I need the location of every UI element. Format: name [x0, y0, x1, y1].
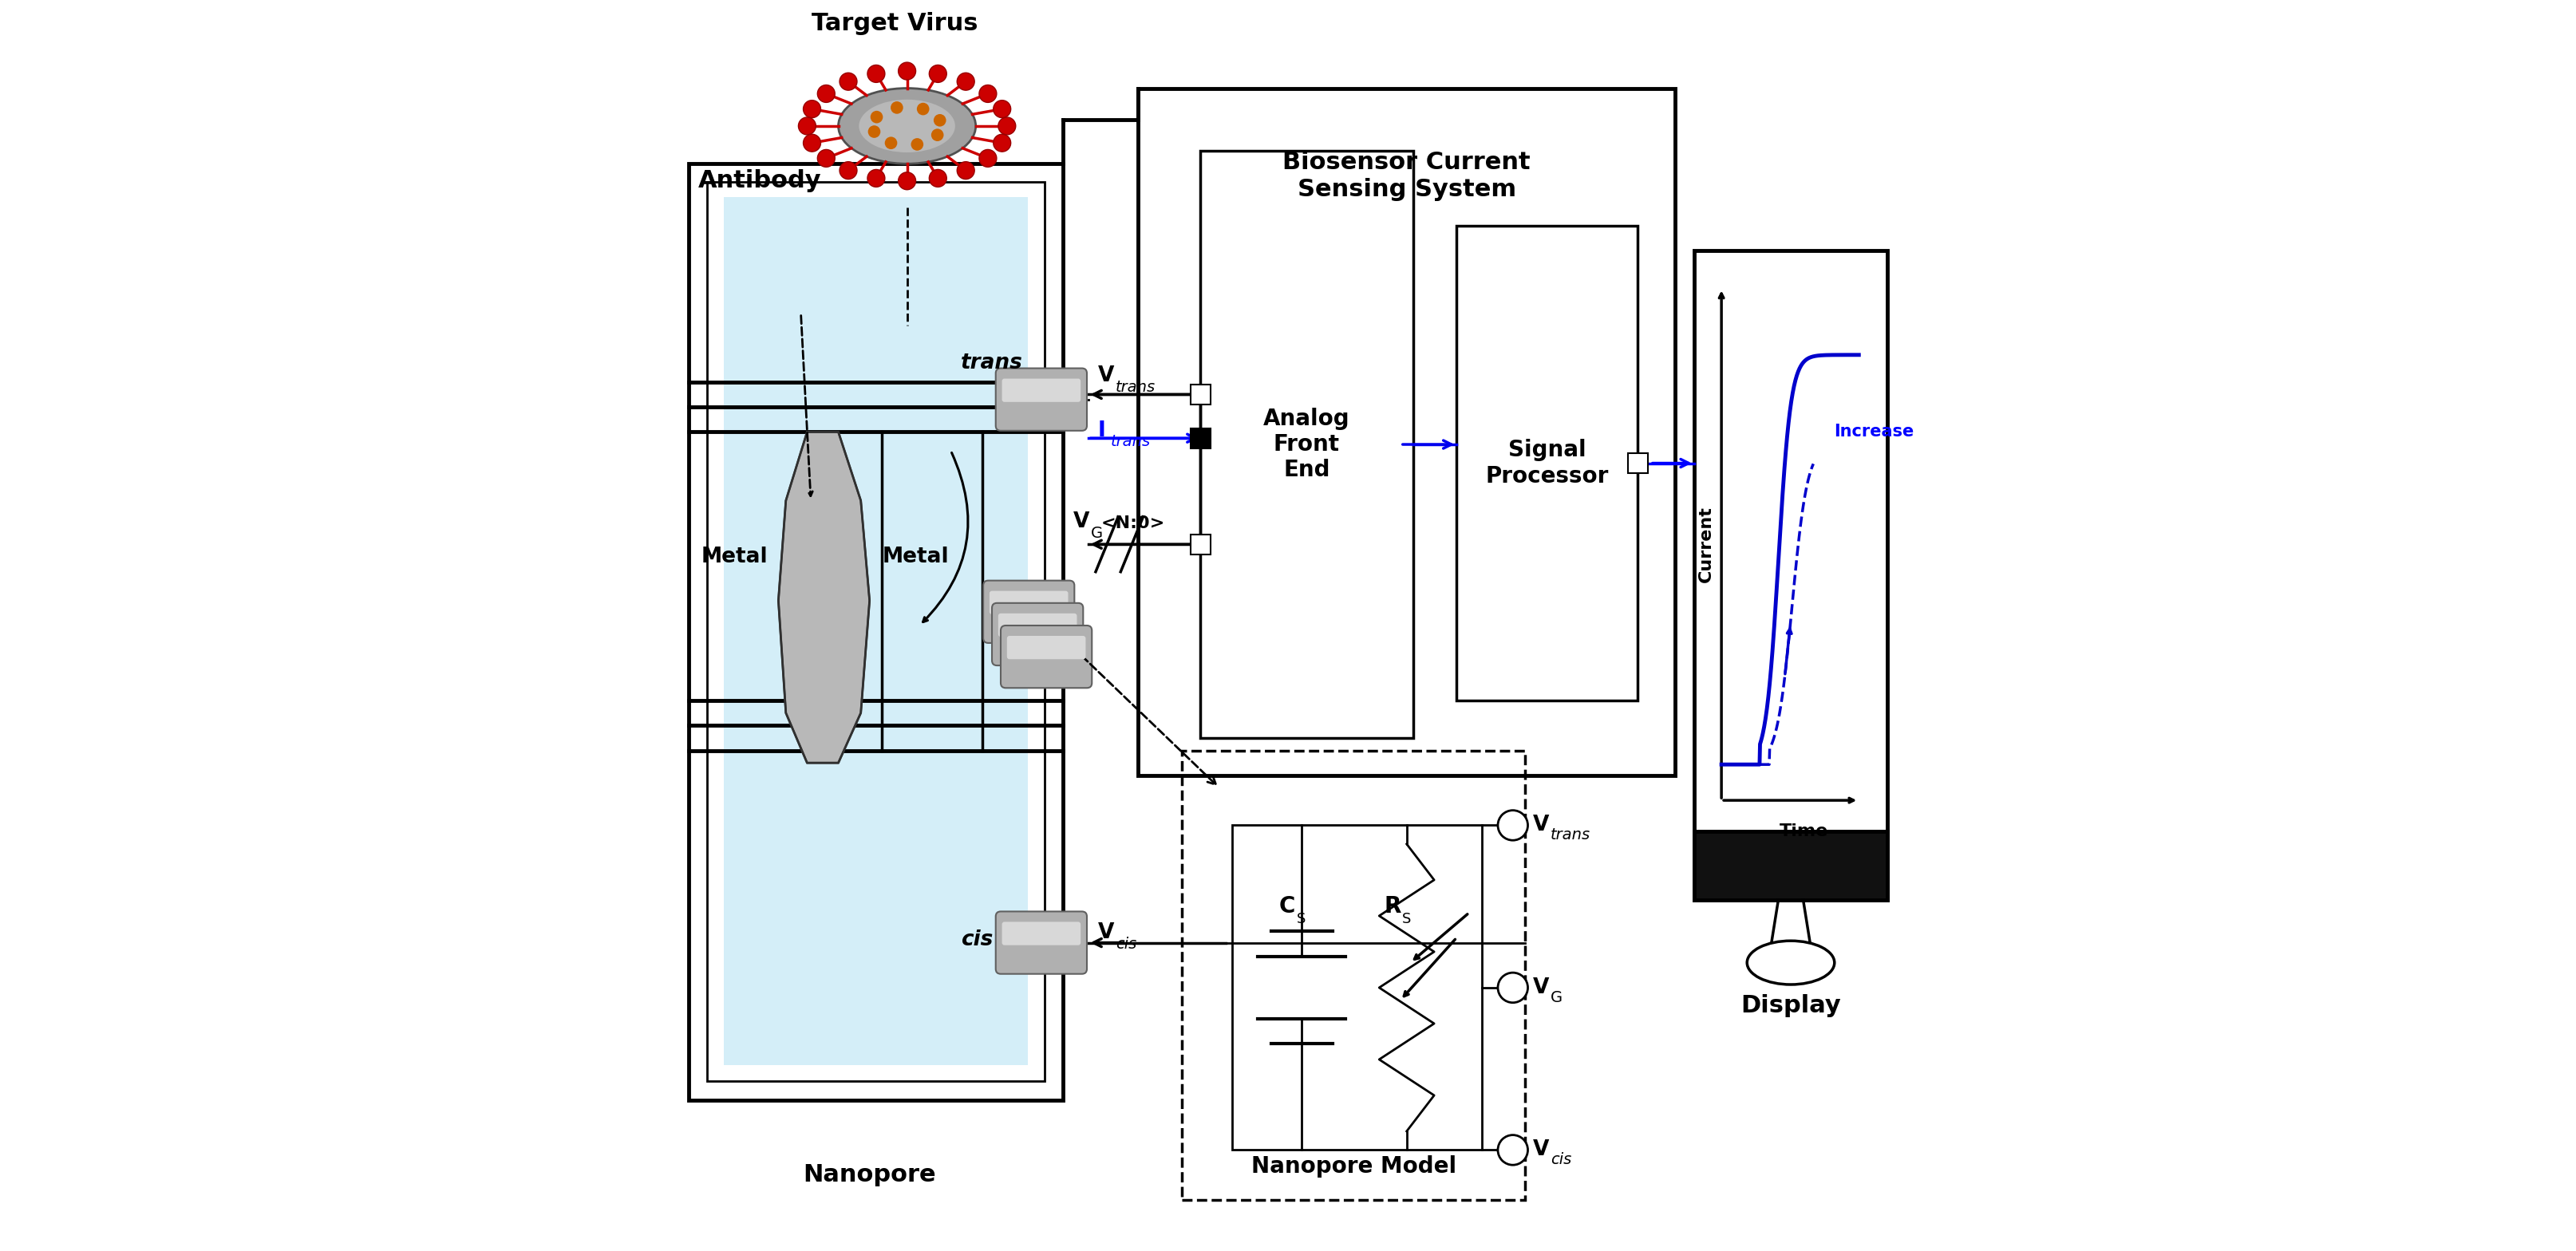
Circle shape: [871, 111, 884, 124]
Text: trans: trans: [961, 353, 1023, 374]
Text: trans: trans: [1551, 828, 1589, 843]
Circle shape: [804, 100, 822, 118]
Polygon shape: [778, 432, 871, 763]
Circle shape: [999, 118, 1015, 135]
Text: S: S: [1296, 912, 1306, 926]
Circle shape: [840, 161, 858, 179]
FancyBboxPatch shape: [984, 580, 1074, 643]
Circle shape: [930, 65, 945, 83]
Text: C: C: [1280, 896, 1296, 918]
Circle shape: [799, 118, 817, 135]
Text: cis: cis: [961, 929, 992, 951]
Text: V: V: [1533, 1140, 1548, 1161]
Circle shape: [1497, 973, 1528, 1002]
Text: V: V: [1533, 977, 1548, 998]
FancyBboxPatch shape: [724, 198, 1028, 1065]
Text: S: S: [1401, 912, 1412, 926]
Circle shape: [930, 129, 943, 141]
Text: V: V: [1533, 814, 1548, 836]
Circle shape: [994, 134, 1010, 151]
Circle shape: [979, 150, 997, 168]
Text: Nanopore Model: Nanopore Model: [1252, 1155, 1455, 1177]
Text: R: R: [1383, 896, 1401, 918]
FancyBboxPatch shape: [997, 912, 1087, 975]
FancyBboxPatch shape: [997, 368, 1087, 430]
Text: Time: Time: [1780, 823, 1829, 839]
FancyBboxPatch shape: [999, 613, 1077, 637]
Text: Current: Current: [1698, 507, 1716, 583]
FancyBboxPatch shape: [1190, 534, 1211, 554]
Circle shape: [804, 134, 822, 151]
FancyBboxPatch shape: [1002, 379, 1082, 402]
Circle shape: [930, 169, 945, 186]
Text: <N:0>: <N:0>: [1100, 515, 1164, 532]
FancyBboxPatch shape: [989, 590, 1069, 614]
Text: trans: trans: [1110, 434, 1151, 449]
Circle shape: [817, 85, 835, 103]
Circle shape: [868, 65, 886, 83]
Text: cis: cis: [1551, 1152, 1571, 1167]
FancyBboxPatch shape: [1190, 384, 1211, 404]
Circle shape: [884, 136, 896, 149]
Text: Analog
Front
End: Analog Front End: [1262, 408, 1350, 482]
Circle shape: [868, 169, 886, 186]
Text: Increase: Increase: [1834, 424, 1914, 439]
FancyBboxPatch shape: [999, 626, 1092, 688]
Text: V: V: [1074, 512, 1090, 532]
FancyBboxPatch shape: [1002, 922, 1082, 946]
Circle shape: [1497, 1135, 1528, 1165]
Text: V: V: [1097, 365, 1115, 387]
Circle shape: [994, 100, 1010, 118]
Circle shape: [899, 63, 917, 80]
Ellipse shape: [837, 89, 976, 164]
Text: Antibody: Antibody: [698, 169, 822, 193]
Text: G: G: [1090, 525, 1103, 540]
FancyBboxPatch shape: [1007, 636, 1084, 659]
Circle shape: [891, 101, 904, 114]
FancyBboxPatch shape: [1695, 251, 1888, 901]
Circle shape: [979, 85, 997, 103]
Circle shape: [817, 150, 835, 168]
Text: G: G: [1551, 990, 1564, 1006]
FancyBboxPatch shape: [992, 603, 1082, 666]
Circle shape: [840, 73, 858, 90]
Circle shape: [917, 103, 930, 115]
Circle shape: [933, 114, 945, 126]
FancyBboxPatch shape: [1190, 428, 1211, 448]
Text: Metal: Metal: [881, 547, 948, 567]
Circle shape: [912, 138, 922, 150]
Circle shape: [958, 161, 974, 179]
Text: Nanopore: Nanopore: [804, 1163, 935, 1186]
FancyBboxPatch shape: [1695, 832, 1888, 901]
Text: Target Virus: Target Virus: [811, 11, 979, 35]
Text: Metal: Metal: [701, 547, 768, 567]
FancyBboxPatch shape: [881, 432, 981, 751]
Circle shape: [958, 73, 974, 90]
Circle shape: [899, 173, 917, 190]
Text: I: I: [1097, 420, 1105, 442]
Circle shape: [1497, 811, 1528, 841]
Text: Biosensor Current
Sensing System: Biosensor Current Sensing System: [1283, 151, 1530, 201]
Text: trans: trans: [1115, 379, 1157, 394]
Text: Display: Display: [1741, 993, 1842, 1017]
Circle shape: [868, 125, 881, 138]
Text: cis: cis: [1115, 936, 1136, 952]
Ellipse shape: [858, 100, 956, 153]
Text: Signal
Processor: Signal Processor: [1486, 439, 1610, 487]
Text: V: V: [1097, 922, 1115, 943]
Ellipse shape: [1747, 941, 1834, 985]
FancyBboxPatch shape: [1628, 453, 1649, 473]
